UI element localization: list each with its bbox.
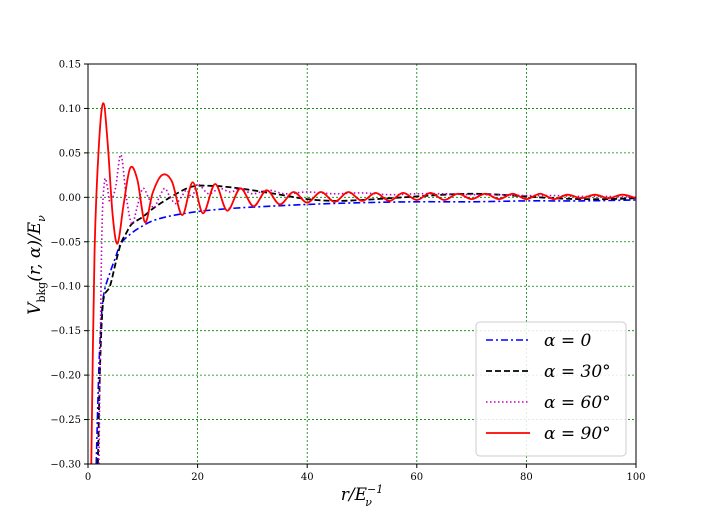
y-tick-label: −0.05	[50, 237, 81, 248]
x-tick-label: 20	[191, 472, 204, 483]
x-axis-label: r/E−1 ν	[341, 483, 383, 509]
plot-frame	[87, 63, 637, 465]
series-line-0	[95, 199, 636, 464]
legend-label-0: α = 0	[544, 331, 592, 351]
y-tick-label: 0.00	[59, 193, 81, 204]
series-group	[90, 102, 636, 464]
y-tick-label: 0.10	[59, 104, 81, 115]
legend: α = 0 α = 30° α = 60° α = 90°	[475, 321, 627, 457]
x-tick-label: 60	[410, 472, 423, 483]
y-tick-label: −0.10	[50, 282, 81, 293]
y-tick-label: −0.20	[50, 371, 81, 382]
legend-box	[475, 321, 627, 457]
y-tick-label: −0.25	[50, 415, 81, 426]
x-tick-label: 80	[520, 472, 533, 483]
legend-label-1: α = 30°	[544, 362, 611, 382]
legend-label-3: α = 90°	[544, 424, 611, 444]
x-tick-label: 100	[626, 472, 645, 483]
y-tick-label: −0.30	[50, 460, 81, 471]
x-tick-label: 0	[85, 472, 91, 483]
y-tick-label: 0.05	[59, 148, 81, 159]
ticks: 0 20 40 60 80 100 0.15 0.10 0.05 0.00 −0.05 −0.10 −0…	[50, 60, 645, 484]
legend-label-2: α = 60°	[544, 393, 611, 413]
series-line-3	[90, 102, 636, 464]
y-axis-label: Vbkg(r, α)/Eν	[25, 215, 48, 315]
x-tick-label: 40	[301, 472, 314, 483]
y-tick-label: −0.15	[50, 326, 81, 337]
y-tick-label: 0.15	[59, 60, 81, 71]
